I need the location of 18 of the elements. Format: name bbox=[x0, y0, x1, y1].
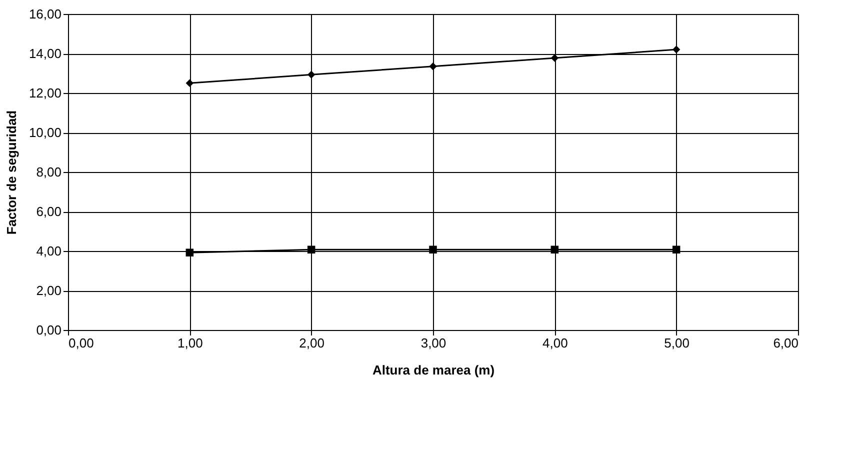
y-tick-label: 16,00 bbox=[28, 6, 62, 22]
y-axis-title: Factor de seguridad bbox=[4, 110, 19, 235]
y-tick-label: 8,00 bbox=[36, 164, 62, 180]
y-tick-label: 12,00 bbox=[28, 86, 62, 100]
x-tick-label: 6,00 bbox=[773, 336, 798, 350]
y-tick-label: 14,00 bbox=[28, 46, 62, 61]
x-tick-label: 0,00 bbox=[68, 336, 94, 350]
x-tick-label: 3,00 bbox=[420, 336, 446, 350]
y-tick-label: 4,00 bbox=[36, 244, 62, 258]
y-tick-label: 2,00 bbox=[36, 283, 62, 298]
x-tick-label: 5,00 bbox=[664, 336, 690, 350]
y-tick-label: 10,00 bbox=[28, 125, 62, 140]
x-tick-label: 2,00 bbox=[299, 336, 324, 350]
x-axis-title: Altura de marea (m) bbox=[372, 362, 495, 378]
x-tick-label: 4,00 bbox=[542, 336, 568, 350]
y-tick-label: 0,00 bbox=[36, 322, 62, 338]
y-tick-label: 6,00 bbox=[36, 204, 62, 219]
x-tick-label: 1,00 bbox=[178, 336, 203, 350]
